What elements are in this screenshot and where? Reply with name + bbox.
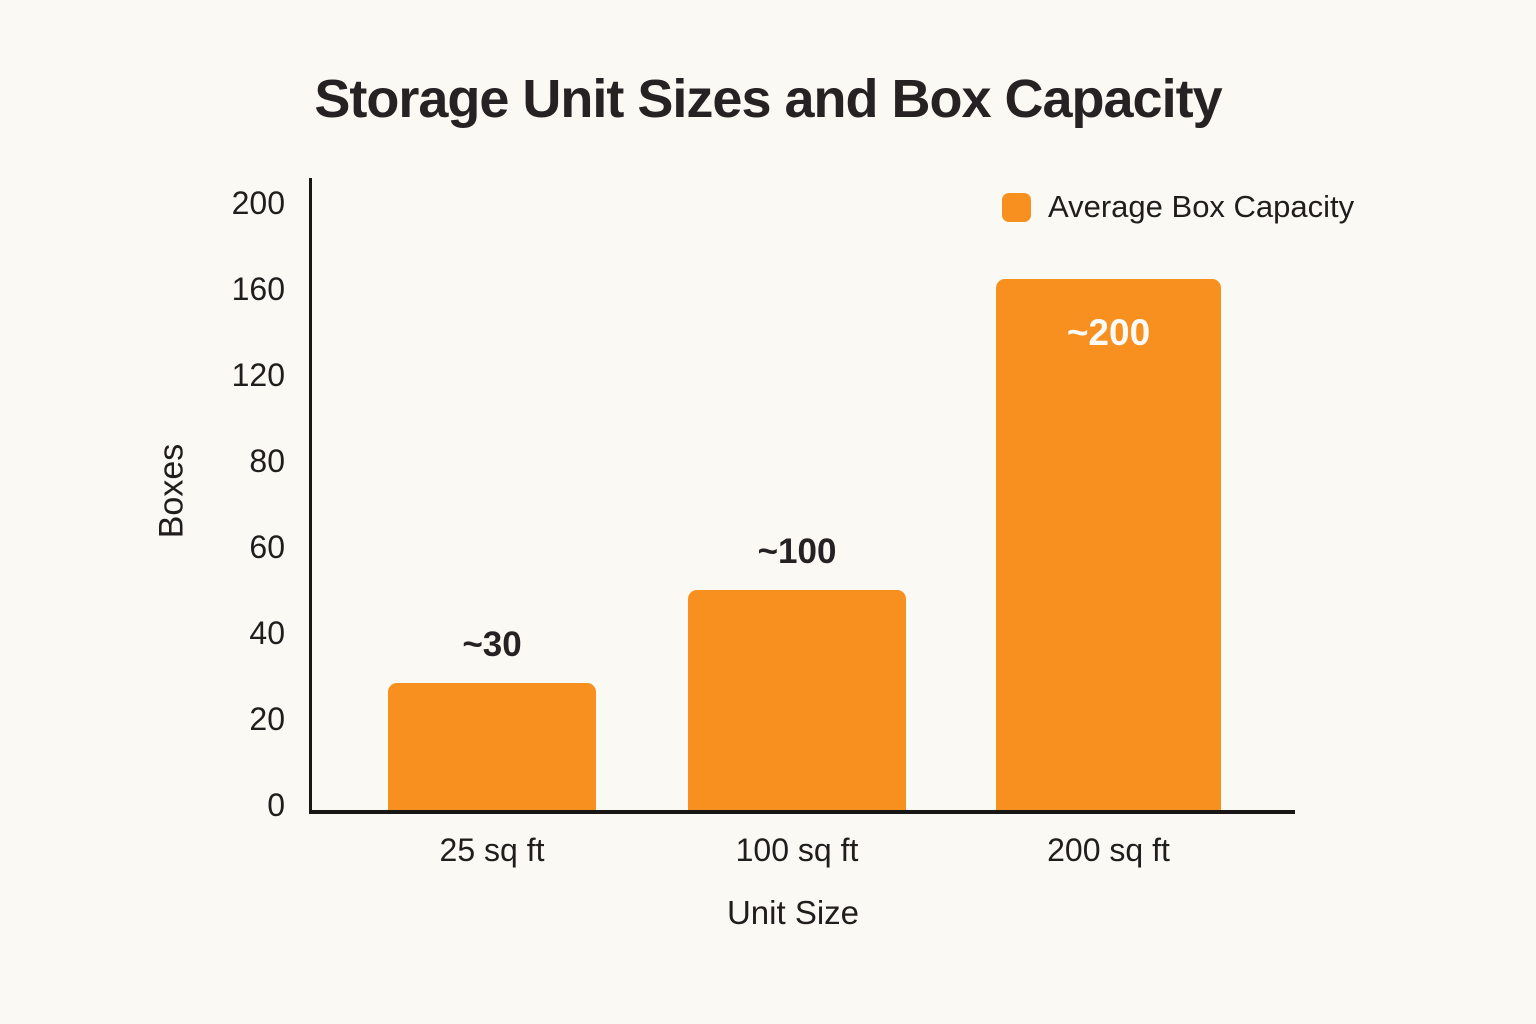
bar-100-sq-ft (688, 590, 906, 810)
legend: Average Box Capacity (1002, 189, 1354, 225)
plot-area: Unit Size 0 20 40 60 80 120 160 200 ~30 25 sq ft ~… (232, 178, 1295, 931)
y-tick-label: 200 (231, 185, 285, 221)
y-tick-label: 60 (249, 529, 285, 565)
y-axis-title: Boxes (152, 443, 191, 539)
y-tick-label: 160 (231, 271, 285, 307)
bar-value-label: ~100 (757, 532, 837, 571)
x-tick-label: 25 sq ft (439, 832, 545, 868)
y-tick-label: 120 (231, 357, 285, 393)
x-tick-label: 200 sq ft (1047, 832, 1170, 868)
y-tick-label: 20 (249, 701, 285, 737)
legend-swatch-icon (1002, 192, 1031, 222)
bar-value-label: ~200 (1066, 312, 1151, 353)
bar-200-sq-ft (996, 279, 1221, 810)
bar-value-label: ~30 (462, 625, 522, 664)
x-tick-label: 100 sq ft (735, 832, 859, 868)
y-tick-label: 0 (267, 787, 285, 823)
legend-label: Average Box Capacity (1048, 189, 1355, 224)
chart-title: Storage Unit Sizes and Box Capacity (314, 69, 1222, 129)
x-axis-title: Unit Size (726, 894, 860, 931)
bar-25-sq-ft (388, 683, 596, 810)
y-tick-label: 80 (249, 443, 285, 479)
y-tick-label: 40 (249, 615, 285, 651)
